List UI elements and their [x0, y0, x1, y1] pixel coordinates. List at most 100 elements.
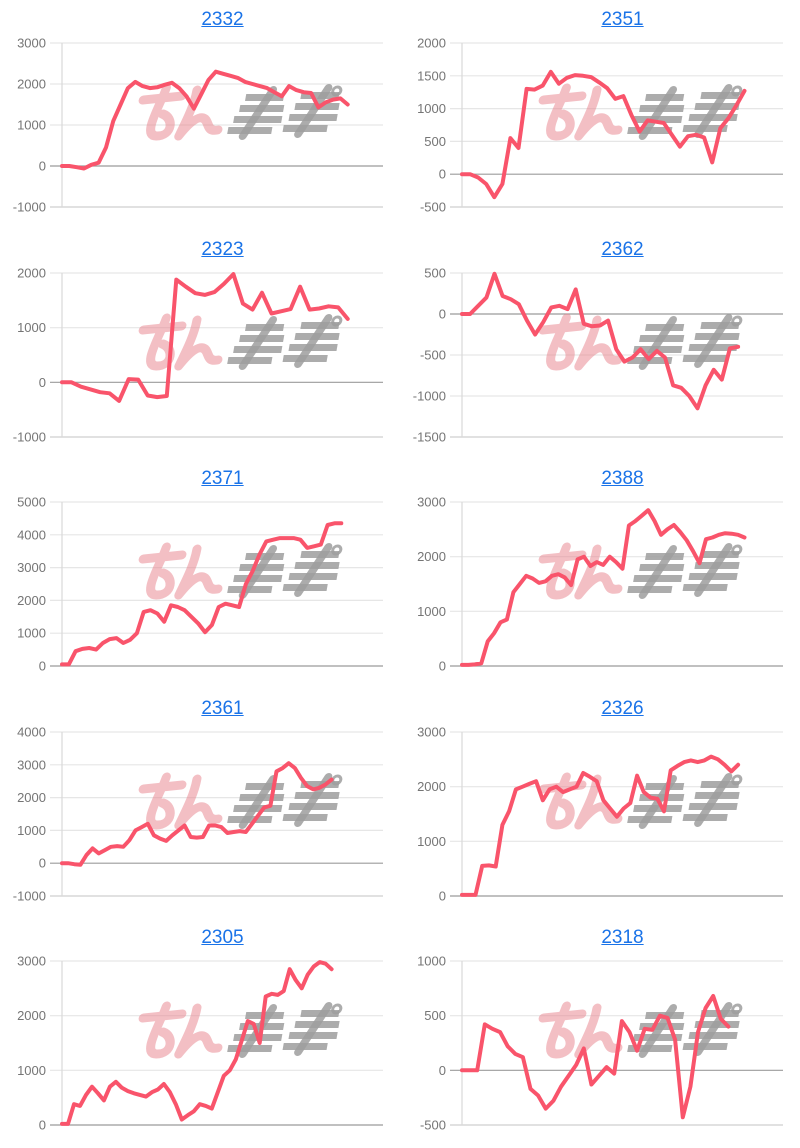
chart-title-link[interactable]: 2323	[201, 238, 244, 260]
y-axis-label: 1000	[17, 1063, 46, 1078]
y-axis-label: -1500	[413, 429, 446, 444]
chart-svg: 0 1000 2000 3000	[17, 954, 383, 1133]
series-line	[460, 69, 747, 200]
y-axis-label: -1000	[413, 388, 446, 403]
y-axis-label: 2000	[17, 593, 46, 608]
series-line	[60, 271, 350, 403]
series-line	[60, 760, 334, 867]
chart-title: 2351	[462, 9, 783, 31]
y-axis-label: 1000	[17, 320, 46, 335]
series-line	[460, 754, 741, 897]
series-line	[460, 508, 747, 668]
gridlines: -1000 0 1000 2000 3000 4000	[13, 725, 383, 903]
chart-title: 2326	[462, 698, 783, 720]
chart-panel: 2326 0 1000 2000 3000	[400, 689, 800, 919]
chart-svg: 0 1000 2000 3000	[417, 725, 783, 903]
y-axis-label: 0	[439, 659, 446, 674]
chart-title: 2323	[62, 239, 383, 261]
chart-title-link[interactable]: 2318	[601, 927, 644, 949]
y-axis-label: 1000	[17, 118, 46, 133]
series-line	[460, 994, 731, 1120]
chart-panel: 2305 0 1000 2000 3000	[0, 918, 400, 1148]
minrepo-watermark-icon	[538, 1001, 743, 1059]
chart-title: 2371	[62, 468, 383, 490]
y-axis-label: 2000	[417, 36, 446, 51]
y-axis-label: 3000	[417, 495, 446, 510]
chart-panel: 2388 0 1000 2000 3000	[400, 459, 800, 689]
y-axis-label: 500	[424, 134, 446, 149]
y-axis-label: 0	[439, 888, 446, 903]
y-axis-label: 2000	[17, 77, 46, 92]
chart-svg: -1000 0 1000 2000 3000	[13, 36, 383, 215]
chart-title: 2332	[62, 9, 383, 31]
minrepo-watermark-icon	[538, 83, 743, 141]
y-axis-label: -500	[420, 200, 446, 215]
y-axis-label: 0	[39, 374, 46, 389]
chart-title: 2388	[462, 468, 783, 490]
y-axis-label: -500	[420, 1118, 446, 1133]
chart-title-link[interactable]: 2361	[201, 697, 244, 719]
y-axis-label: 2000	[17, 266, 46, 281]
chart-title-link[interactable]: 2332	[201, 9, 244, 30]
y-axis-label: 1000	[17, 823, 46, 838]
y-axis-label: 0	[39, 159, 46, 174]
chart-panel: 2361 -1000 0 1000 2000 3000 4000	[0, 689, 400, 919]
y-axis-label: 3000	[17, 560, 46, 575]
chart-title-link[interactable]: 2362	[601, 238, 644, 260]
y-axis-label: 0	[39, 659, 46, 674]
chart-panel: 2351 -500 0 500 1000 1500 2000	[400, 0, 800, 230]
y-axis-label: -1000	[13, 200, 46, 215]
chart-svg: -1500 -1000 -500 0 500	[413, 266, 783, 444]
chart-svg: 0 1000 2000 3000	[417, 495, 783, 674]
chart-title-link[interactable]: 2305	[201, 927, 244, 949]
gridlines: 0 1000 2000 3000 4000 5000	[17, 495, 383, 674]
y-axis-label: 4000	[17, 725, 46, 740]
y-axis-label: 1000	[17, 626, 46, 641]
y-axis-label: 4000	[17, 527, 46, 542]
y-axis-label: 0	[439, 306, 446, 321]
chart-svg: -1000 0 1000 2000 3000 4000	[13, 725, 383, 903]
y-axis-label: 2000	[17, 790, 46, 805]
gridlines: 0 1000 2000 3000	[417, 495, 783, 674]
gridlines: 0 1000 2000 3000	[417, 725, 783, 903]
gridlines: -1000 0 1000 2000	[13, 266, 383, 444]
y-axis-label: 3000	[17, 36, 46, 51]
chart-title-link[interactable]: 2371	[201, 468, 244, 490]
minrepo-watermark-icon	[138, 313, 343, 371]
gridlines: -1000 0 1000 2000 3000	[13, 36, 383, 215]
chart-svg: -500 0 500 1000 1500 2000	[417, 36, 783, 215]
chart-title-link[interactable]: 2326	[601, 697, 644, 719]
chart-title-link[interactable]: 2388	[601, 468, 644, 490]
chart-panel: 2318 -500 0 500 1000	[400, 918, 800, 1148]
minrepo-watermark-icon	[538, 313, 743, 371]
chart-title-link[interactable]: 2351	[601, 9, 644, 30]
chart-title: 2362	[462, 239, 783, 261]
chart-title: 2318	[462, 927, 783, 949]
chart-panel: 2332 -1000 0 1000 2000 3000	[0, 0, 400, 230]
chart-title: 2361	[62, 698, 383, 720]
y-axis-label: 5000	[17, 495, 46, 510]
y-axis-label: 1000	[417, 834, 446, 849]
chart-svg: -1000 0 1000 2000	[13, 266, 383, 444]
y-axis-label: 500	[424, 266, 446, 281]
gridlines: -500 0 500 1000 1500 2000	[417, 36, 783, 215]
y-axis-label: 2000	[17, 1009, 46, 1024]
y-axis-label: 1000	[417, 954, 446, 969]
y-axis-label: 2000	[417, 779, 446, 794]
series-line	[60, 521, 344, 667]
y-axis-label: -1000	[13, 429, 46, 444]
y-axis-label: 0	[39, 1118, 46, 1133]
series-line	[60, 960, 334, 1127]
chart-title: 2305	[62, 927, 383, 949]
minrepo-watermark-icon	[138, 542, 343, 600]
minrepo-watermark-icon	[538, 542, 743, 600]
series-line	[60, 69, 350, 171]
y-axis-label: -500	[420, 347, 446, 362]
gridlines: -500 0 500 1000	[417, 954, 783, 1133]
chart-svg: -500 0 500 1000	[417, 954, 783, 1133]
chart-panel: 2323 -1000 0 1000 2000	[0, 230, 400, 460]
chart-svg: 0 1000 2000 3000 4000 5000	[17, 495, 383, 674]
y-axis-label: -1000	[13, 888, 46, 903]
minrepo-watermark-icon	[138, 772, 343, 830]
y-axis-label: 3000	[17, 757, 46, 772]
